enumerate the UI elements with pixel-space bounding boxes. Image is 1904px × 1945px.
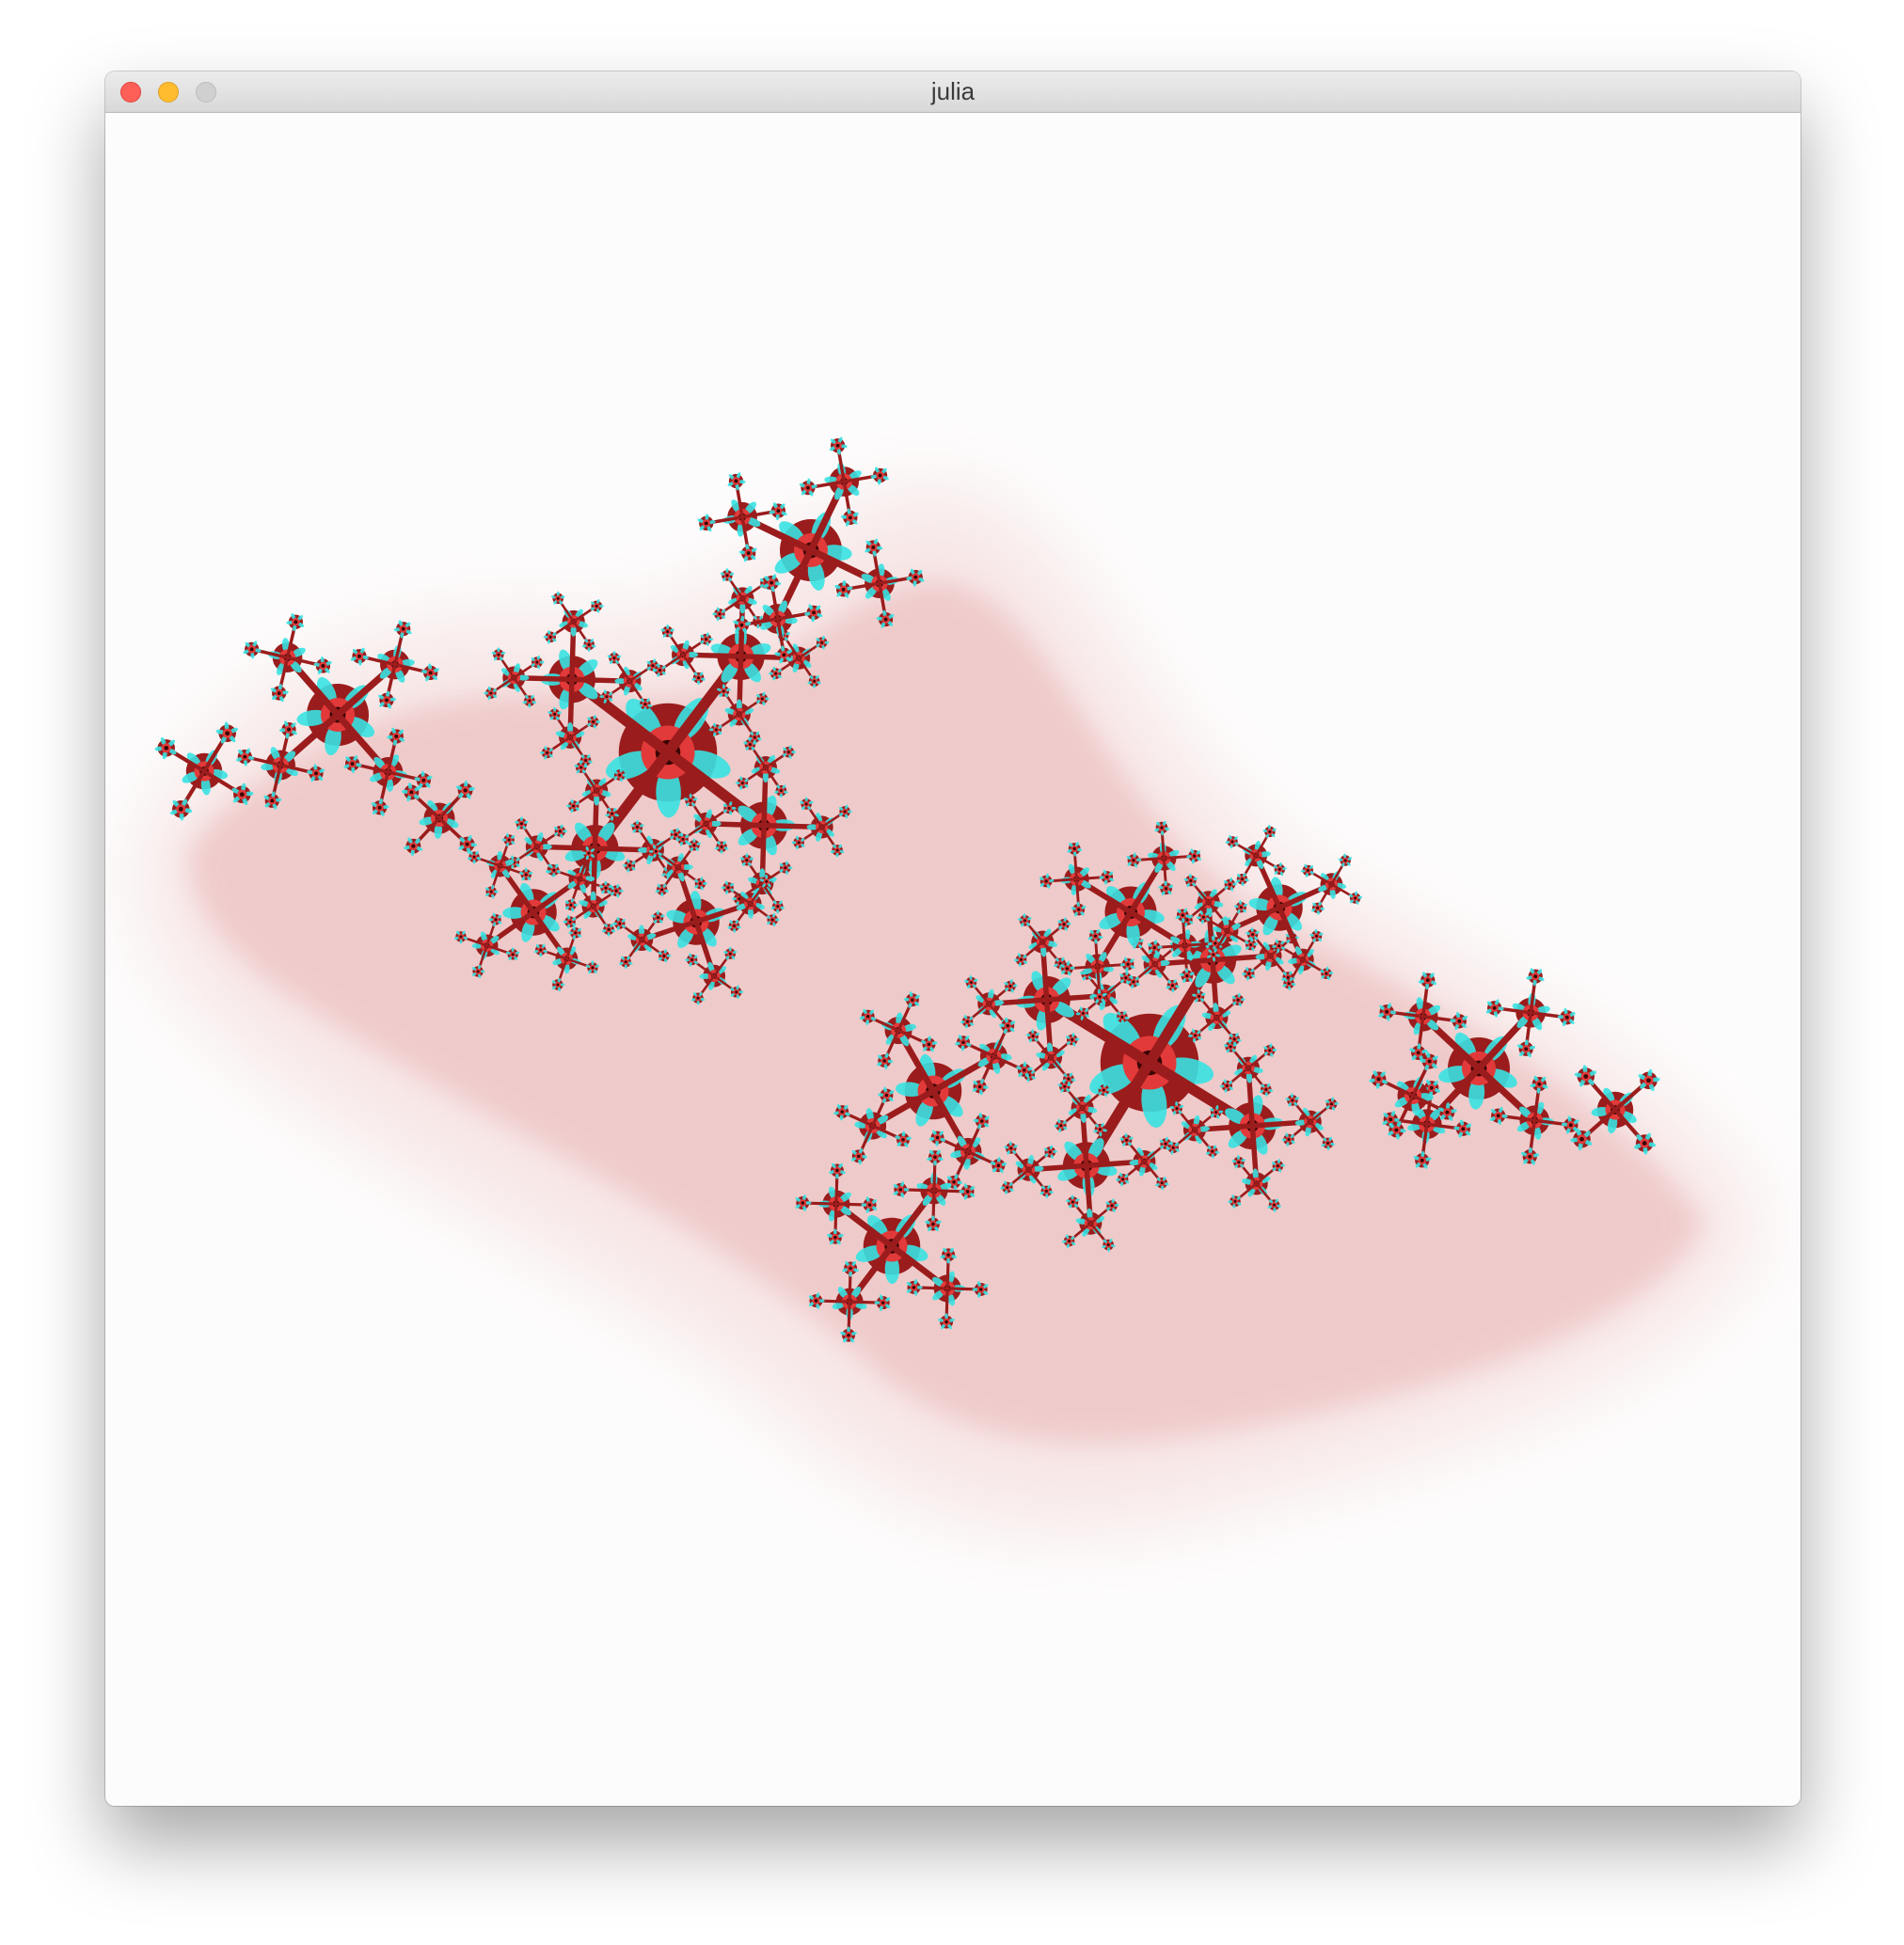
zoom-button[interactable] <box>196 82 216 103</box>
title-bar[interactable]: julia <box>105 71 1801 113</box>
fractal-body <box>154 436 1660 1343</box>
julia-set-image <box>141 436 1761 1531</box>
minimize-button[interactable] <box>158 82 179 103</box>
window-title: julia <box>930 77 976 105</box>
app-window: julia <box>105 71 1801 1806</box>
close-button[interactable] <box>120 82 141 103</box>
fractal-canvas[interactable] <box>105 113 1801 1806</box>
